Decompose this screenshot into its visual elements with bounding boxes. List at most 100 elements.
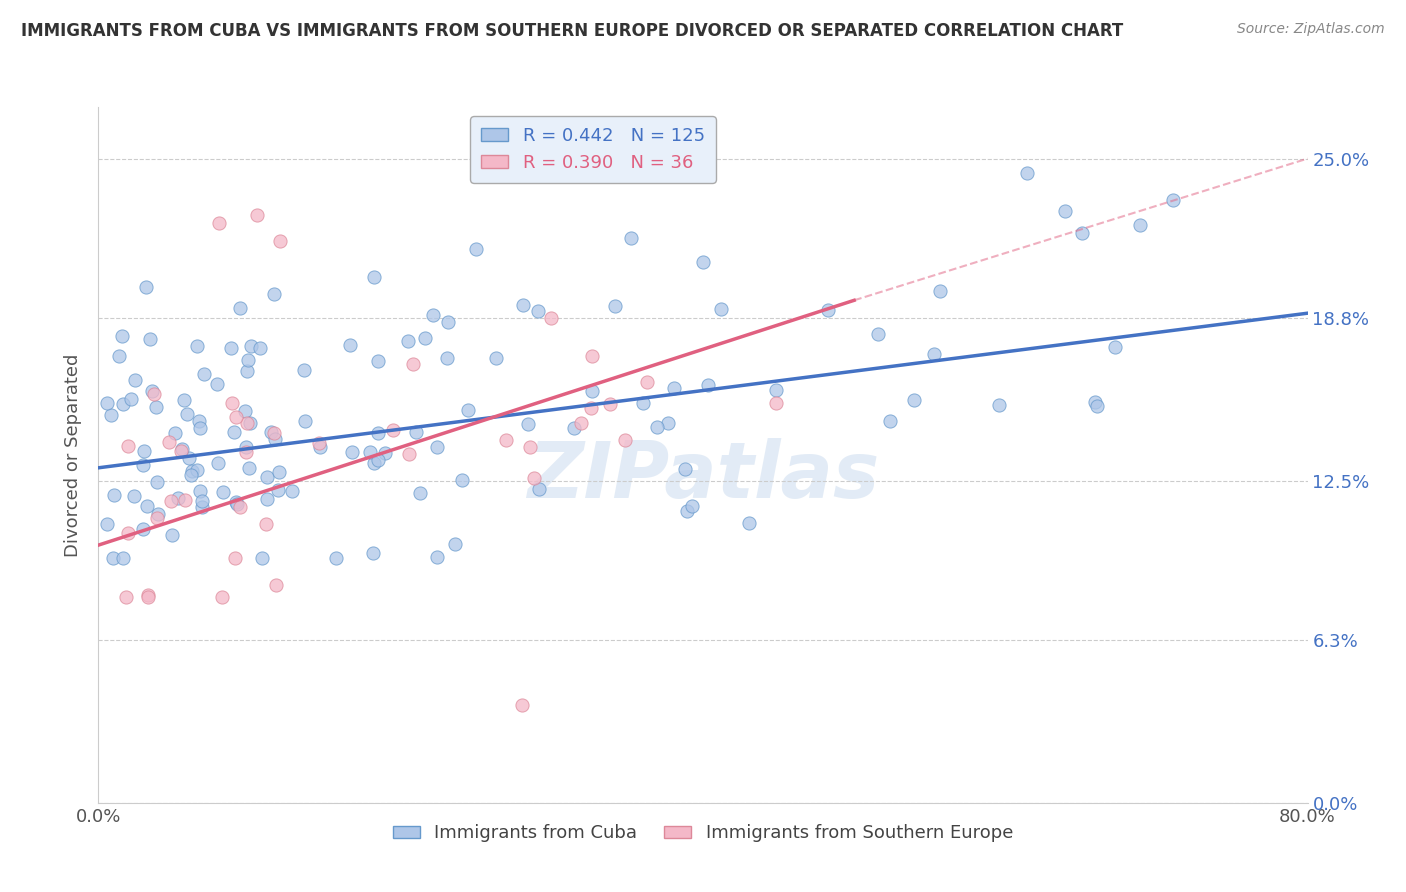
Point	[111, 329, 134, 343]
Point	[145, 400, 167, 414]
Point	[526, 304, 548, 318]
Point	[1083, 395, 1105, 409]
Point	[426, 550, 449, 565]
Point	[96, 517, 118, 532]
Point	[1070, 226, 1092, 240]
Point	[146, 508, 169, 522]
Y-axis label: Divorced or Separated: Divorced or Separated	[65, 353, 83, 557]
Point	[988, 398, 1011, 412]
Point	[263, 287, 285, 301]
Point	[868, 326, 890, 341]
Point	[238, 461, 260, 475]
Point	[260, 425, 283, 439]
Point	[1129, 219, 1152, 233]
Point	[186, 463, 208, 477]
Text: Source: ZipAtlas.com: Source: ZipAtlas.com	[1237, 22, 1385, 37]
Point	[519, 440, 541, 454]
Point	[444, 537, 467, 551]
Point	[903, 393, 925, 408]
Point	[340, 444, 363, 458]
Point	[240, 339, 263, 353]
Point	[457, 403, 479, 417]
Point	[681, 499, 703, 513]
Text: IMMIGRANTS FROM CUBA VS IMMIGRANTS FROM SOUTHERN EUROPE DIVORCED OR SEPARATED CO: IMMIGRANTS FROM CUBA VS IMMIGRANTS FROM …	[21, 22, 1123, 40]
Point	[308, 435, 330, 450]
Point	[236, 364, 259, 378]
Point	[135, 280, 157, 294]
Point	[186, 338, 208, 352]
Point	[224, 425, 246, 439]
Point	[1017, 166, 1039, 180]
Point	[117, 439, 139, 453]
Point	[465, 242, 488, 256]
Point	[135, 499, 157, 513]
Point	[115, 590, 138, 604]
Point	[485, 351, 508, 365]
Point	[738, 516, 761, 530]
Point	[138, 588, 160, 602]
Point	[599, 397, 621, 411]
Point	[117, 526, 139, 541]
Point	[450, 473, 472, 487]
Point	[132, 458, 155, 473]
Point	[235, 445, 257, 459]
Point	[339, 338, 361, 352]
Point	[207, 377, 229, 392]
Point	[363, 270, 385, 285]
Point	[256, 492, 278, 507]
Point	[928, 285, 950, 299]
Point	[879, 414, 901, 428]
Point	[1054, 203, 1077, 218]
Point	[437, 315, 460, 329]
Point	[193, 367, 215, 381]
Point	[292, 363, 315, 377]
Point	[269, 465, 291, 479]
Point	[361, 546, 384, 560]
Point	[224, 550, 246, 565]
Point	[398, 447, 420, 461]
Point	[396, 334, 419, 349]
Point	[662, 381, 685, 395]
Point	[236, 353, 259, 368]
Point	[256, 469, 278, 483]
Point	[188, 413, 211, 427]
Point	[225, 409, 247, 424]
Point	[264, 432, 287, 446]
Text: ZIPatlas: ZIPatlas	[527, 438, 879, 514]
Point	[269, 234, 291, 248]
Point	[517, 417, 540, 431]
Point	[229, 301, 252, 316]
Point	[569, 417, 592, 431]
Point	[367, 354, 389, 368]
Point	[188, 421, 211, 435]
Point	[124, 373, 146, 387]
Point	[422, 308, 444, 322]
Point	[765, 396, 787, 410]
Point	[108, 349, 131, 363]
Point	[523, 471, 546, 485]
Point	[134, 443, 156, 458]
Point	[562, 421, 585, 435]
Point	[363, 456, 385, 470]
Point	[436, 351, 458, 366]
Point	[96, 395, 118, 409]
Point	[409, 486, 432, 500]
Point	[160, 494, 183, 508]
Point	[169, 443, 191, 458]
Point	[120, 392, 142, 406]
Point	[540, 310, 562, 325]
Point	[173, 393, 195, 408]
Point	[581, 384, 603, 398]
Point	[281, 483, 304, 498]
Legend: Immigrants from Cuba, Immigrants from Southern Europe: Immigrants from Cuba, Immigrants from So…	[385, 817, 1021, 849]
Point	[633, 396, 655, 410]
Point	[103, 488, 125, 502]
Point	[527, 482, 550, 496]
Point	[603, 299, 626, 313]
Point	[100, 408, 122, 422]
Point	[710, 301, 733, 316]
Point	[250, 551, 273, 566]
Point	[657, 416, 679, 430]
Point	[146, 475, 169, 490]
Point	[176, 407, 198, 421]
